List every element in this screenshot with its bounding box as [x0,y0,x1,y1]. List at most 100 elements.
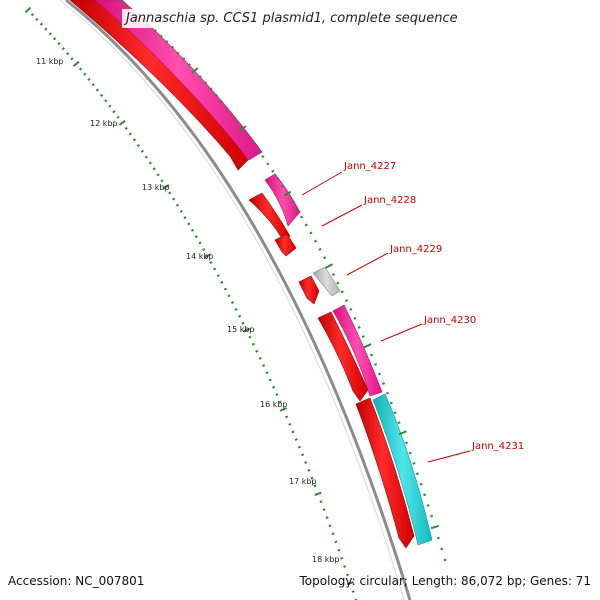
inner-minor-tick [172,197,176,201]
inner-minor-tick [52,37,57,41]
inner-minor-tick [291,430,295,434]
callout-line-jann-4231 [427,450,471,463]
inner-minor-tick [261,364,266,367]
gene-callouts [301,171,471,463]
inner-minor-tick [230,301,235,305]
inner-major-tick [118,119,126,126]
inner-minor-tick [325,516,329,520]
kbp-label-group: 11 kbp 12 kbp 13 kbp 14 kbp 15 kbp 16 kb… [36,57,340,564]
gene-label-jann-4231[interactable]: Jann_4231 [471,441,524,452]
outer-minor-tick [313,239,318,243]
outer-minor-tick [419,482,423,486]
outer-minor-tick [300,215,304,219]
forward-cds-jann-4230 [332,304,383,397]
inner-minor-tick [70,57,74,61]
inner-minor-tick [39,22,43,26]
inner-minor-tick [216,274,220,278]
callout-line-jann-4230 [380,323,423,342]
inner-minor-tick [248,335,252,339]
inner-minor-tick [265,371,269,375]
inner-minor-tick [148,161,152,165]
gene-label-jann-4230[interactable]: Jann_4230 [423,315,476,326]
inner-minor-tick [156,173,160,177]
outer-minor-tick [378,372,382,376]
inner-minor-tick [144,155,148,159]
inner-minor-tick [278,400,282,404]
inner-minor-tick [337,548,341,552]
inner-minor-tick [340,556,344,560]
outer-minor-tick [204,81,208,85]
reverse-cds-jann-4228 [248,192,291,241]
inner-minor-tick [175,203,180,207]
inner-major-tick [279,407,288,412]
inner-minor-tick [251,342,255,346]
gene-label-jann-4228[interactable]: Jann_4228 [363,195,416,206]
inner-minor-tick [183,216,187,220]
inner-minor-tick [220,280,224,284]
reverse-cds-jann-4229 [298,275,320,305]
inner-minor-tick [104,99,108,103]
inner-minor-tick [297,445,301,449]
inner-minor-tick [35,17,39,22]
inner-minor-tick [136,143,140,148]
inner-minor-tick [268,378,272,382]
inner-minor-tick [194,235,198,239]
inner-minor-tick [91,83,95,87]
inner-minor-tick [44,27,48,31]
outer-minor-tick [382,382,386,385]
inner-minor-tick [319,500,323,504]
outer-minor-tick [412,461,416,465]
outer-minor-tick [389,401,393,405]
outer-minor-tick [357,326,361,329]
inner-minor-tick [87,77,91,82]
inner-minor-tick [108,104,112,108]
kbp-label-14: 14 kbp [186,252,214,261]
inner-minor-tick [234,307,238,311]
outer-minor-tick [266,162,270,166]
inner-minor-tick [57,42,61,46]
outer-minor-tick [318,247,322,251]
outer-minor-tick [295,207,299,211]
inner-major-tick [162,184,170,190]
outer-minor-tick [209,87,213,91]
grey-feature-jann-4229 [312,266,341,297]
kbp-label-12: 12 kbp [90,119,118,128]
outer-minor-tick [340,290,344,294]
outer-minor-tick [235,120,240,124]
inner-minor-tick [124,126,128,130]
outer-minor-tick [304,223,308,227]
inner-minor-tick [351,590,355,593]
outer-minor-tick [426,504,430,507]
outer-minor-tick [225,106,229,111]
outer-minor-tick [361,335,365,339]
outer-minor-tick [159,34,163,38]
inner-minor-tick [202,247,206,251]
kbp-label-17: 17 kbp [289,477,317,486]
gene-label-jann-4229[interactable]: Jann_4229 [389,244,442,255]
inner-minor-tick [99,93,104,97]
inner-minor-tick [275,393,279,397]
map-title: Jannaschia sp. CCS1 plasmid1, complete s… [122,9,462,28]
outer-minor-tick [374,363,378,366]
outer-major-tick [430,524,440,530]
outer-minor-tick [176,51,180,55]
inner-major-tick [346,581,354,586]
outer-minor-tick [436,536,440,540]
outer-minor-tick [276,177,280,181]
inner-major-tick [72,60,80,67]
gene-label-jann-4227[interactable]: Jann_4227 [343,161,396,172]
inner-minor-tick [258,356,262,360]
inner-minor-tick [313,484,317,488]
inner-minor-tick [301,453,305,457]
outer-minor-tick [251,140,255,144]
outer-minor-tick [353,316,357,320]
forward-cds-1 [94,0,263,161]
tick-marks [24,0,447,600]
inner-minor-tick [294,438,298,441]
outer-minor-tick [165,40,169,44]
reverse-cds-jann-4228b [274,233,297,257]
inner-major-tick [24,6,32,14]
inner-minor-tick [187,222,191,226]
inner-minor-tick [116,115,120,119]
inner-minor-tick [307,468,311,472]
